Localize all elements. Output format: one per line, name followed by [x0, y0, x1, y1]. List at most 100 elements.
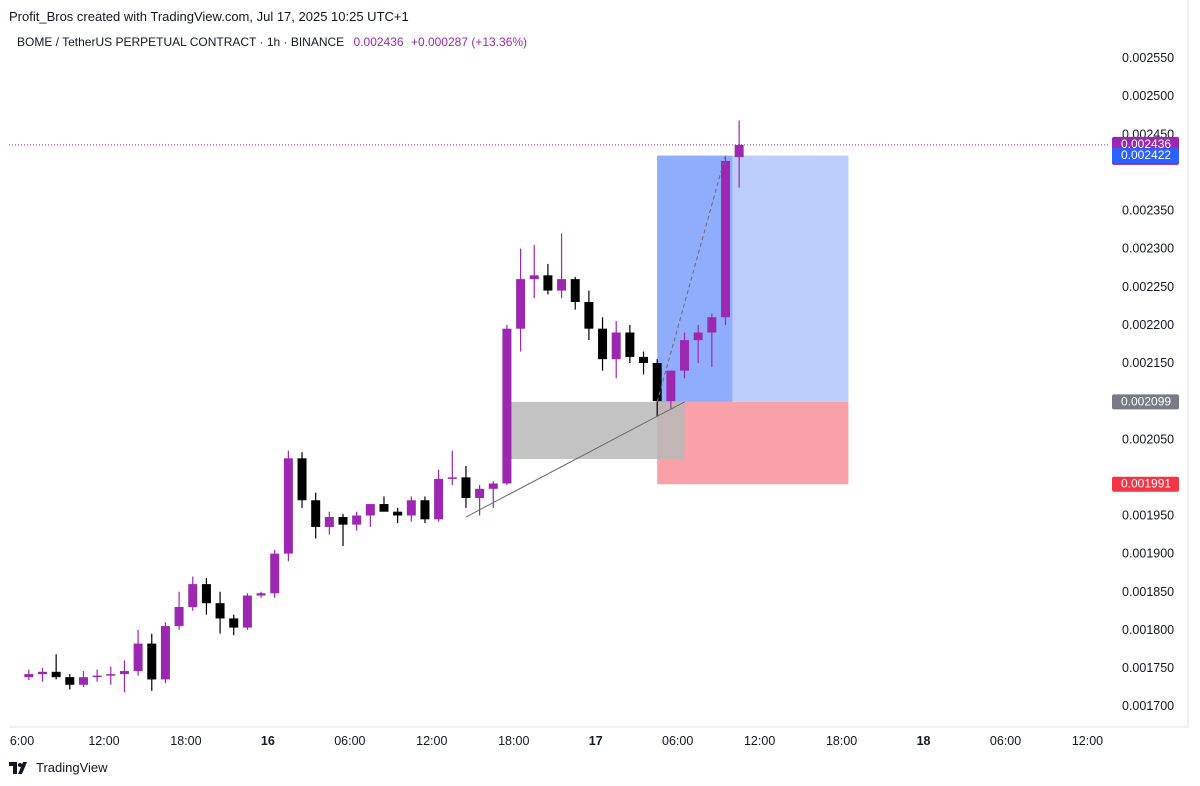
candle [529, 244, 539, 299]
candle-body [256, 593, 266, 596]
price-tick-label: 0.002500 [1122, 89, 1174, 103]
candle [215, 591, 225, 634]
candle-body [297, 458, 307, 501]
candle-body [502, 328, 512, 484]
candle [680, 332, 690, 379]
candle [475, 485, 485, 516]
candle-body [543, 275, 553, 291]
candle-body [270, 553, 280, 594]
candle-body [475, 488, 485, 498]
candle-body [598, 328, 608, 360]
time-tick-label: 16 [261, 734, 275, 748]
candle [37, 668, 47, 682]
candle [734, 120, 744, 188]
candle [160, 622, 170, 684]
candle-body [461, 477, 471, 498]
time-tick-label: 06:00 [662, 734, 693, 748]
price-badge: 0.001991 [1112, 476, 1179, 492]
time-tick-label: 06:00 [334, 734, 365, 748]
price-tick-label: 0.001800 [1122, 623, 1174, 637]
candle [652, 359, 662, 417]
candle-body [734, 144, 744, 158]
candle-body [133, 643, 143, 672]
symbol-legend[interactable]: BOME / TetherUS PERPETUAL CONTRACT · 1h … [17, 35, 527, 49]
candle [488, 481, 498, 508]
candle [598, 317, 608, 371]
candle-body [529, 275, 539, 280]
candle-body [720, 160, 730, 318]
candle [297, 452, 307, 508]
candle [147, 633, 157, 691]
time-axis: 6:00 12:00 18:00 16 06:00 12:00 18:00 17 06:00 12… [9, 726, 1188, 748]
candle-body [51, 671, 61, 678]
price-badge-value: 0.001991 [1121, 477, 1171, 491]
candle [406, 496, 416, 522]
candle-body [119, 671, 129, 675]
projection-line [656, 155, 726, 403]
candle [420, 496, 430, 524]
time-tick-label: 12:00 [416, 734, 447, 748]
candle [720, 157, 730, 325]
candle-body [188, 584, 198, 607]
price-badge-bg [1112, 476, 1179, 492]
candle [65, 674, 75, 690]
candle-body [693, 332, 703, 341]
candle-body [625, 332, 635, 357]
target-zone-filled [657, 155, 733, 402]
candle [611, 321, 621, 379]
candle-body [324, 517, 334, 527]
price-tick-label: 0.001750 [1122, 661, 1174, 675]
candle-body [365, 504, 375, 516]
candle-body [584, 302, 594, 329]
candle [311, 492, 321, 539]
candle-body [611, 332, 621, 360]
price-tick-label: 0.002150 [1122, 356, 1174, 370]
candle [461, 465, 471, 508]
tradingview-logo-icon [9, 761, 27, 774]
candle [584, 290, 594, 341]
candle [283, 450, 293, 562]
price-badge-bg [1112, 394, 1179, 410]
candle-body [215, 603, 225, 619]
candle-body [379, 504, 389, 512]
candle [707, 313, 717, 367]
candle-body [147, 643, 157, 680]
price-tick-label: 0.001850 [1122, 585, 1174, 599]
price-badge-value: 0.002436 [1121, 137, 1171, 151]
price-tick-label: 0.002050 [1122, 432, 1174, 446]
candle [133, 629, 143, 676]
price-tick-label: 0.001950 [1122, 509, 1174, 523]
candle [625, 324, 635, 363]
candle [379, 496, 389, 512]
candle [119, 660, 129, 693]
candle-body [37, 671, 47, 675]
candle [393, 507, 403, 524]
time-tick-label: 18:00 [498, 734, 529, 748]
candle [447, 450, 457, 485]
price-tick-label: 0.001700 [1122, 699, 1174, 713]
drawings-layer [506, 155, 849, 485]
candle [201, 578, 211, 615]
candle [174, 591, 184, 630]
candle-body [639, 356, 649, 363]
range-box [506, 401, 685, 460]
candle [352, 511, 362, 531]
legend-symbol: BOME / TetherUS PERPETUAL CONTRACT · 1h … [17, 35, 345, 49]
candle-body [92, 675, 102, 678]
candle [24, 669, 34, 681]
price-badge-value: 0.002422 [1121, 148, 1171, 162]
price-tick-label: 0.002250 [1122, 280, 1174, 294]
lines-layer [9, 144, 1110, 518]
price-tick-label: 0.002350 [1122, 204, 1174, 218]
time-tick-label: 18:00 [170, 734, 201, 748]
candle-body [242, 595, 252, 628]
candle-body [406, 500, 416, 516]
candle [557, 233, 567, 299]
candle-body [201, 584, 211, 604]
trend-line [465, 401, 685, 518]
candle [516, 248, 526, 352]
tradingview-branding[interactable]: TradingView [9, 760, 108, 775]
candle-body [570, 279, 580, 302]
candle-body [680, 340, 690, 371]
